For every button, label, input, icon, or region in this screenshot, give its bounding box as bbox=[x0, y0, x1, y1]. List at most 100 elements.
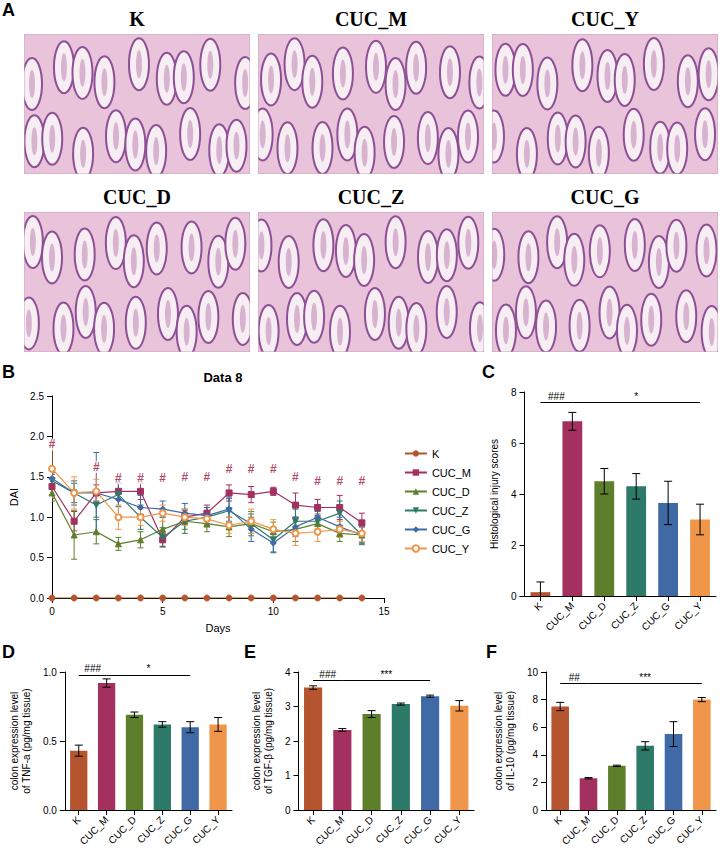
html-text:B: B bbox=[2, 362, 15, 382]
svg-text:CUC_Y: CUC_Y bbox=[432, 543, 470, 555]
svg-text:6: 6 bbox=[532, 722, 538, 733]
svg-text:1.0: 1.0 bbox=[30, 512, 44, 523]
svg-text:#: # bbox=[292, 470, 299, 484]
svg-text:CUC_M: CUC_M bbox=[313, 814, 346, 847]
svg-text:#: # bbox=[93, 460, 100, 474]
svg-text:CUC_Z: CUC_Z bbox=[338, 186, 405, 208]
svg-text:Days: Days bbox=[205, 622, 231, 634]
svg-text:Histological injury scores: Histological injury scores bbox=[489, 439, 500, 549]
svg-text:CUC_G: CUC_G bbox=[571, 186, 640, 208]
svg-text:###: ### bbox=[319, 669, 336, 680]
svg-text:#: # bbox=[181, 470, 188, 484]
svg-text:###: ### bbox=[84, 663, 101, 674]
svg-text:2.0: 2.0 bbox=[30, 431, 44, 442]
svg-text:CUC_D: CUC_D bbox=[103, 186, 171, 208]
svg-text:0.5: 0.5 bbox=[30, 552, 44, 563]
svg-text:#: # bbox=[314, 474, 321, 488]
svg-text:*: * bbox=[146, 663, 150, 674]
svg-text:#: # bbox=[204, 470, 211, 484]
svg-text:CUC_M: CUC_M bbox=[560, 814, 593, 847]
svg-text:DAI: DAI bbox=[8, 488, 20, 506]
svg-text:4: 4 bbox=[532, 749, 538, 760]
svg-text:Data 8: Data 8 bbox=[203, 370, 242, 385]
svg-text:#: # bbox=[248, 462, 255, 476]
svg-text:CUC_G: CUC_G bbox=[645, 814, 678, 847]
svg-text:CUC_Z: CUC_Z bbox=[609, 600, 640, 631]
svg-text:#: # bbox=[49, 437, 56, 451]
svg-text:CUC_Z: CUC_Z bbox=[432, 505, 469, 517]
svg-text:***: *** bbox=[380, 669, 392, 680]
svg-text:8: 8 bbox=[511, 387, 517, 398]
svg-text:CUC_D: CUC_D bbox=[576, 600, 608, 632]
svg-text:#: # bbox=[115, 471, 122, 485]
svg-text:#: # bbox=[226, 462, 233, 476]
svg-text:of IL-10 (pg/mg tissue): of IL-10 (pg/mg tissue) bbox=[505, 691, 516, 791]
svg-text:#: # bbox=[270, 462, 277, 476]
svg-text:K: K bbox=[70, 814, 83, 827]
svg-text:1.5: 1.5 bbox=[30, 471, 44, 482]
svg-text:0: 0 bbox=[532, 805, 538, 816]
svg-text:#: # bbox=[159, 471, 166, 485]
svg-text:8: 8 bbox=[532, 694, 538, 705]
svg-text:CUC_D: CUC_D bbox=[589, 814, 621, 846]
svg-text:*: * bbox=[634, 391, 638, 402]
svg-text:K: K bbox=[432, 448, 440, 460]
svg-text:0.0: 0.0 bbox=[43, 805, 57, 816]
svg-text:10: 10 bbox=[268, 606, 280, 617]
svg-text:#: # bbox=[336, 474, 343, 488]
svg-text:2.5: 2.5 bbox=[30, 391, 44, 402]
svg-text:CUC_Z: CUC_Z bbox=[135, 814, 166, 845]
svg-text:4: 4 bbox=[511, 489, 517, 500]
svg-text:colon expression level: colon expression level bbox=[9, 692, 20, 790]
svg-text:CUC_D: CUC_D bbox=[106, 814, 138, 846]
svg-text:CUC_Y: CUC_Y bbox=[674, 814, 706, 846]
svg-text:CUC_G: CUC_G bbox=[402, 814, 435, 847]
svg-text:CUC_Z: CUC_Z bbox=[618, 814, 649, 845]
svg-text:CUC_Y: CUC_Y bbox=[571, 8, 639, 30]
svg-text:#: # bbox=[359, 474, 366, 488]
svg-text:0: 0 bbox=[511, 591, 517, 602]
svg-text:***: *** bbox=[639, 672, 651, 683]
svg-text:0: 0 bbox=[49, 606, 55, 617]
svg-text:CUC_M: CUC_M bbox=[543, 600, 576, 633]
svg-text:4: 4 bbox=[285, 667, 291, 678]
svg-text:CUC_D: CUC_D bbox=[432, 486, 470, 498]
svg-text:0.5: 0.5 bbox=[43, 736, 57, 747]
svg-text:CUC_M: CUC_M bbox=[335, 8, 407, 30]
svg-text:of TNF-a (pg/mg tissue): of TNF-a (pg/mg tissue) bbox=[21, 688, 32, 793]
svg-text:6: 6 bbox=[511, 438, 517, 449]
svg-text:3: 3 bbox=[285, 701, 291, 712]
svg-text:CUC_Y: CUC_Y bbox=[432, 814, 464, 846]
html-text:C: C bbox=[482, 362, 495, 382]
svg-text:5: 5 bbox=[160, 606, 166, 617]
svg-text:K: K bbox=[552, 814, 565, 827]
svg-text:CUC_Y: CUC_Y bbox=[672, 600, 704, 632]
svg-text:CUC_Y: CUC_Y bbox=[190, 814, 222, 846]
svg-text:15: 15 bbox=[378, 606, 390, 617]
svg-text:CUC_G: CUC_G bbox=[432, 524, 471, 536]
svg-text:2: 2 bbox=[511, 540, 517, 551]
svg-text:K: K bbox=[129, 8, 145, 30]
svg-text:0: 0 bbox=[285, 805, 291, 816]
svg-text:2: 2 bbox=[285, 736, 291, 747]
svg-text:1: 1 bbox=[285, 770, 291, 781]
svg-text:CUC_G: CUC_G bbox=[640, 600, 673, 633]
svg-text:colon expression level: colon expression level bbox=[251, 692, 262, 790]
svg-text:##: ## bbox=[569, 672, 581, 683]
svg-text:CUC_D: CUC_D bbox=[343, 814, 375, 846]
svg-text:CUC_G: CUC_G bbox=[162, 814, 195, 847]
svg-text:CUC_Z: CUC_Z bbox=[373, 814, 404, 845]
svg-text:1.0: 1.0 bbox=[43, 667, 57, 678]
svg-text:of TGF-β (pg/mg tissue): of TGF-β (pg/mg tissue) bbox=[263, 688, 274, 794]
html-text:A: A bbox=[2, 0, 15, 20]
svg-text:colon expression level: colon expression level bbox=[493, 692, 504, 790]
svg-text:10: 10 bbox=[527, 667, 539, 678]
svg-text:2: 2 bbox=[532, 777, 538, 788]
svg-text:#: # bbox=[137, 471, 144, 485]
svg-text:CUC_M: CUC_M bbox=[432, 467, 471, 479]
svg-text:CUC_M: CUC_M bbox=[78, 814, 111, 847]
svg-text:K: K bbox=[304, 814, 317, 827]
svg-text:0.0: 0.0 bbox=[30, 593, 44, 604]
svg-text:###: ### bbox=[548, 391, 565, 402]
svg-text:K: K bbox=[532, 600, 545, 613]
